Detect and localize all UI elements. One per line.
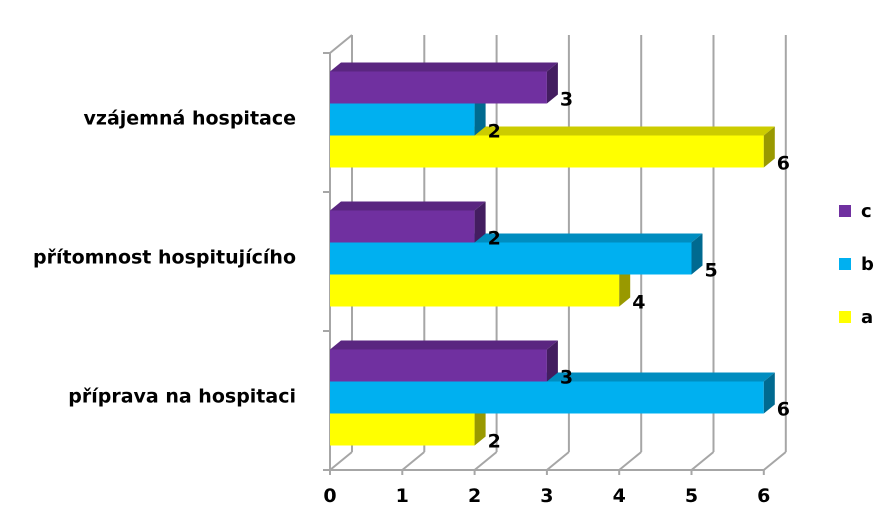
gridline-floor [690,451,715,471]
bar-a [330,413,475,446]
bar-side-a [619,265,631,307]
legend-swatch-b [839,258,851,270]
x-tick-label: 2 [468,485,481,507]
bar-side-a [763,126,775,168]
axis-wall-top [329,34,353,54]
bar-side-b [691,233,703,275]
bar-side-c [546,62,558,104]
legend: c b a [839,201,874,328]
data-label-b: 5 [705,260,718,282]
x-tick-label: 6 [757,485,770,507]
bar-top-c [330,340,558,350]
data-label-a: 2 [488,431,501,453]
bar-side-a [474,404,486,446]
legend-label-b: b [861,254,874,275]
bar-b [330,103,475,136]
category-label-priprava-na-hospitaci: příprava na hospitaci [68,386,296,408]
legend-label-a: a [861,307,873,328]
bar-a [330,274,620,307]
bar-side-c [474,201,486,243]
data-label-a: 6 [777,153,790,175]
bar-side-b [474,94,486,136]
x-tick-label: 5 [685,485,698,507]
data-label-b: 2 [488,121,501,143]
gridline-floor [401,451,425,471]
legend-swatch-c [839,205,851,217]
x-tick-label: 0 [323,485,336,507]
x-tick-label: 3 [540,485,553,507]
x-axis-ticks: 0 1 2 3 4 5 6 [323,52,770,507]
bar-c [330,210,475,243]
gridline-floor [473,451,498,471]
data-label-c: 3 [560,367,573,389]
legend-label-c: c [861,201,872,222]
data-label-a: 4 [632,292,645,314]
bar-side-b [763,372,775,414]
data-label-c: 2 [488,228,501,250]
bar-c [330,71,547,104]
bars [330,62,775,446]
gridline-floor [763,451,787,471]
bar-c [330,349,547,382]
gridline-floor [546,451,570,471]
bar-b [330,381,764,414]
gridline-floor [329,451,353,471]
data-labels: 2 6 3 4 5 2 6 2 3 [488,89,790,453]
bar-top-c [330,201,486,211]
category-labels: příprava na hospitaci přítomnost hospituj… [33,108,296,408]
data-label-c: 3 [560,89,573,111]
category-label-pritomnost-hospitujiciho: přítomnost hospitujícího [33,247,296,269]
bar-b [330,242,692,275]
bar-a [330,135,764,168]
gridline-floor [618,451,642,471]
bar-side-c [546,340,558,382]
bar-top-c [330,62,558,72]
data-label-b: 6 [777,399,790,421]
category-label-vzajemna-hospitace: vzájemná hospitace [84,108,296,130]
x-tick-label: 1 [396,485,409,507]
legend-swatch-a [839,311,851,323]
x-tick-label: 4 [613,485,626,507]
